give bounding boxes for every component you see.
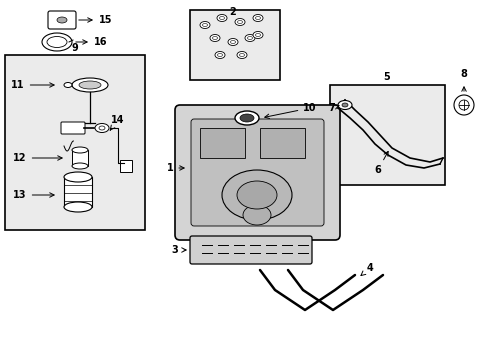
Ellipse shape <box>217 54 222 57</box>
Text: 15: 15 <box>99 15 112 25</box>
Ellipse shape <box>237 181 276 209</box>
Text: 1: 1 <box>166 163 184 173</box>
Ellipse shape <box>230 40 235 44</box>
Ellipse shape <box>209 35 220 41</box>
Bar <box>329 85 444 185</box>
FancyBboxPatch shape <box>190 236 311 264</box>
Text: 13: 13 <box>13 190 54 200</box>
Ellipse shape <box>212 36 217 40</box>
Ellipse shape <box>217 14 226 22</box>
Ellipse shape <box>255 17 260 19</box>
Text: 4: 4 <box>360 263 373 275</box>
Ellipse shape <box>202 23 207 27</box>
Ellipse shape <box>243 205 270 225</box>
Ellipse shape <box>64 202 92 212</box>
Ellipse shape <box>222 170 291 220</box>
FancyBboxPatch shape <box>48 11 76 29</box>
Text: 12: 12 <box>13 153 62 163</box>
Ellipse shape <box>227 39 238 45</box>
Text: 11: 11 <box>11 80 54 90</box>
Ellipse shape <box>341 103 347 107</box>
Text: 7: 7 <box>328 103 338 113</box>
Ellipse shape <box>72 147 88 153</box>
Ellipse shape <box>200 22 209 28</box>
Ellipse shape <box>219 17 224 19</box>
Ellipse shape <box>57 17 67 23</box>
Ellipse shape <box>99 126 105 130</box>
Ellipse shape <box>240 114 253 122</box>
Text: 8: 8 <box>460 69 467 79</box>
FancyBboxPatch shape <box>175 105 339 240</box>
Ellipse shape <box>458 100 468 110</box>
Ellipse shape <box>79 81 101 89</box>
Ellipse shape <box>72 78 108 92</box>
Bar <box>72 150 88 166</box>
Ellipse shape <box>247 36 252 40</box>
Text: 10: 10 <box>264 103 316 118</box>
FancyBboxPatch shape <box>191 119 324 226</box>
Ellipse shape <box>337 100 351 109</box>
Text: 16: 16 <box>94 37 107 47</box>
Bar <box>260 128 305 158</box>
Ellipse shape <box>239 54 244 57</box>
Ellipse shape <box>47 36 67 48</box>
Bar <box>5 55 145 230</box>
Ellipse shape <box>235 18 244 26</box>
Text: 14: 14 <box>110 115 124 130</box>
Bar <box>200 128 244 158</box>
Bar <box>190 10 280 80</box>
Text: 3: 3 <box>171 245 186 255</box>
Ellipse shape <box>237 51 246 58</box>
Ellipse shape <box>95 123 109 132</box>
Text: 6: 6 <box>374 152 387 175</box>
Text: 2: 2 <box>229 7 236 17</box>
Text: 9: 9 <box>71 43 78 53</box>
FancyBboxPatch shape <box>61 122 85 134</box>
Ellipse shape <box>42 33 72 51</box>
Ellipse shape <box>72 163 88 169</box>
Ellipse shape <box>252 31 263 39</box>
Ellipse shape <box>235 111 259 125</box>
Ellipse shape <box>64 82 72 87</box>
Bar <box>64 177 92 207</box>
Bar <box>120 160 132 172</box>
Ellipse shape <box>64 172 92 182</box>
Text: 5: 5 <box>383 72 389 82</box>
Ellipse shape <box>244 35 254 41</box>
Ellipse shape <box>453 95 473 115</box>
Ellipse shape <box>252 14 263 22</box>
Ellipse shape <box>255 33 260 36</box>
Ellipse shape <box>215 51 224 58</box>
Ellipse shape <box>237 21 242 23</box>
